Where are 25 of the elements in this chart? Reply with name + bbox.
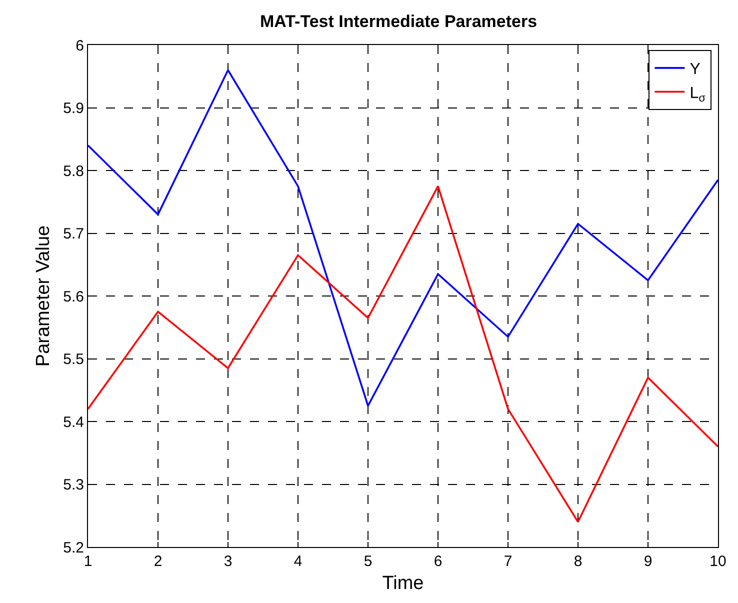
x-tick-label: 5	[364, 553, 372, 570]
x-tick-label: 9	[644, 553, 652, 570]
x-tick-label: 10	[710, 553, 726, 570]
x-axis-title: Time	[382, 572, 424, 594]
x-tick-label: 7	[504, 553, 512, 570]
y-axis-title: Parameter Value	[32, 225, 54, 367]
y-tick-label: 5.8	[63, 162, 84, 180]
x-tick-label: 6	[434, 553, 442, 570]
y-tick-label: 6	[76, 37, 84, 54]
x-tick-label: 8	[574, 553, 582, 570]
x-tick-label: 2	[154, 553, 162, 570]
legend-label: L$_{σ}$	[690, 84, 706, 104]
chart-title: MAT-Test Intermediate Parameters	[260, 12, 538, 31]
x-tick-label: 4	[294, 553, 302, 570]
line-series	[88, 185, 718, 523]
y-tick-label: 5.5	[63, 351, 84, 368]
y-tick-label: 5.9	[63, 100, 84, 117]
y-tick-label: 5.3	[63, 476, 84, 494]
y-tick-label: 5.4	[63, 414, 84, 431]
legend-label: Y	[690, 61, 701, 78]
y-tick-label: 5.2	[63, 539, 84, 556]
x-tick-label: 3	[224, 553, 232, 570]
x-tick-label: 1	[84, 553, 92, 570]
y-tick-label: 5.7	[63, 226, 84, 242]
y-tick-label: 5.6	[63, 288, 84, 306]
